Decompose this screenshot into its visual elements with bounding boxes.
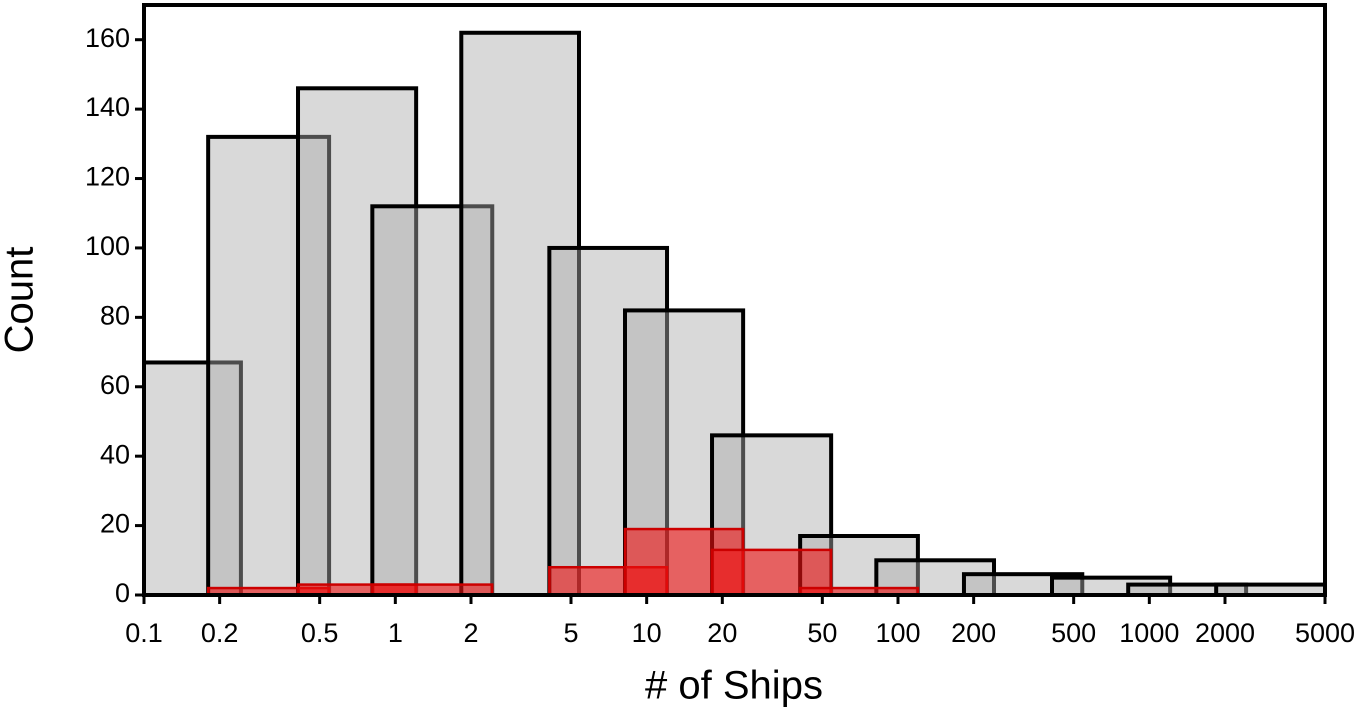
x-tick-label: 200 <box>951 618 996 648</box>
y-tick-label: 40 <box>100 439 130 469</box>
bar <box>370 204 495 597</box>
y-tick-label: 160 <box>85 23 130 53</box>
x-tick-label: 1 <box>388 618 403 648</box>
x-tick-label: 1000 <box>1119 618 1179 648</box>
x-tick-label: 5 <box>563 618 578 648</box>
y-tick-label: 20 <box>100 509 130 539</box>
y-tick-label: 100 <box>85 231 130 261</box>
x-tick-label: 0.5 <box>301 618 339 648</box>
plot-frame <box>142 3 1327 597</box>
x-tick-label: 500 <box>1051 618 1096 648</box>
y-tick-label: 140 <box>85 92 130 122</box>
x-tick-label: 0.1 <box>125 618 163 648</box>
x-tick-label: 20 <box>707 618 737 648</box>
y-tick-label: 80 <box>100 300 130 330</box>
y-axis-title: Count <box>0 247 42 354</box>
y-tick-label: 60 <box>100 370 130 400</box>
x-tick-label: 100 <box>875 618 920 648</box>
x-tick-label: 0.2 <box>201 618 239 648</box>
y-tick-label: 120 <box>85 162 130 192</box>
bar <box>296 86 419 597</box>
y-tick-label: 0 <box>115 578 130 608</box>
x-tick-label: 5000 <box>1295 618 1355 648</box>
x-tick-label: 50 <box>807 618 837 648</box>
x-axis-title: # of Ships <box>645 664 823 708</box>
x-tick-label: 10 <box>632 618 662 648</box>
x-tick-label: 2 <box>463 618 478 648</box>
x-tick-label: 2000 <box>1195 618 1255 648</box>
bar <box>206 134 332 597</box>
